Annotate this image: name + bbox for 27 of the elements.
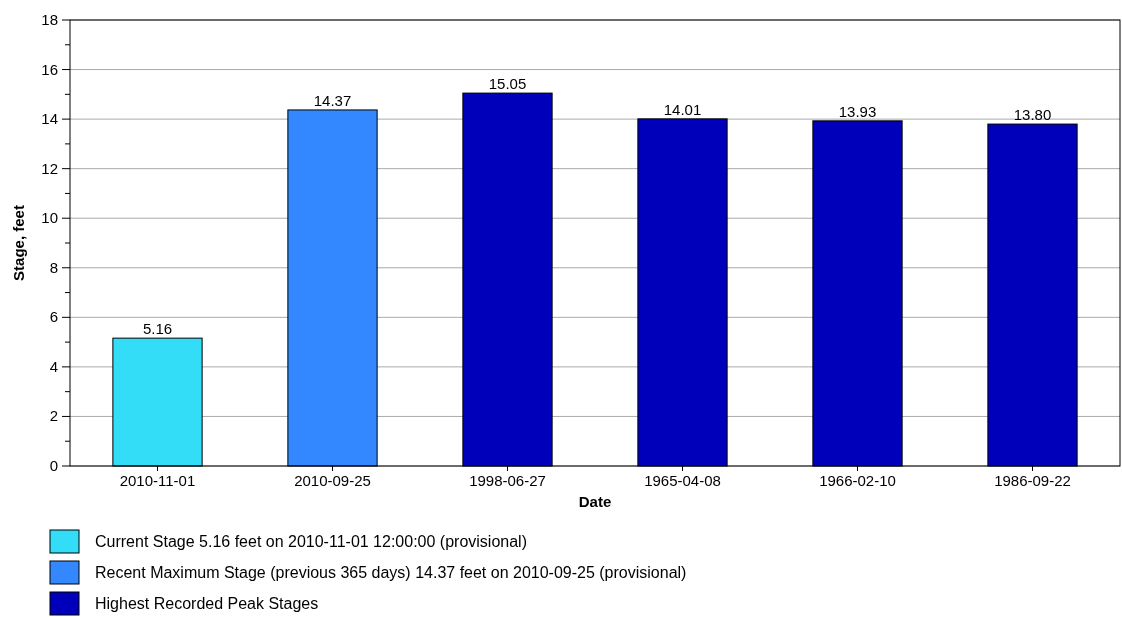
x-tick-label: 2010-11-01 [119, 472, 196, 489]
x-tick-label: 1998-06-27 [469, 472, 546, 489]
y-tick-label: 0 [49, 457, 58, 474]
y-tick-label: 6 [49, 308, 58, 326]
data-label: 13.93 [838, 102, 877, 120]
x-tick-label: 1986-09-22 [994, 472, 1071, 489]
data-label: 5.16 [142, 320, 173, 338]
x-axis-title: Date [578, 493, 612, 510]
y-axis-title: Stage, feet [10, 205, 27, 281]
data-label: 14.37 [313, 91, 352, 109]
x-tick-label: 2010-09-25 [294, 472, 371, 489]
y-tick-label: 8 [49, 258, 58, 276]
x-tick-label: 1965-04-08 [644, 472, 721, 489]
y-tick-label: 12 [41, 159, 58, 177]
x-tick-label: 1966-02-10 [819, 472, 896, 489]
y-tick-label: 14 [41, 110, 58, 128]
legend-label: Current Stage 5.16 feet on 2010-11-01 12:00:00 (provisional) [95, 533, 527, 550]
y-tick-label: 10 [41, 209, 58, 227]
y-tick-label: 18 [41, 11, 58, 28]
y-tick-label: 2 [49, 407, 58, 425]
legend-label: Recent Maximum Stage (previous 365 days) 14.37 feet on 2010-09-25 (provisional) [95, 564, 687, 581]
data-label: 13.80 [1013, 106, 1052, 124]
y-tick-label: 16 [41, 60, 58, 78]
y-tick-label: 4 [49, 357, 58, 375]
data-label: 14.01 [663, 100, 702, 118]
data-label: 15.05 [488, 75, 527, 93]
legend-label: Highest Recorded Peak Stages [95, 595, 319, 612]
